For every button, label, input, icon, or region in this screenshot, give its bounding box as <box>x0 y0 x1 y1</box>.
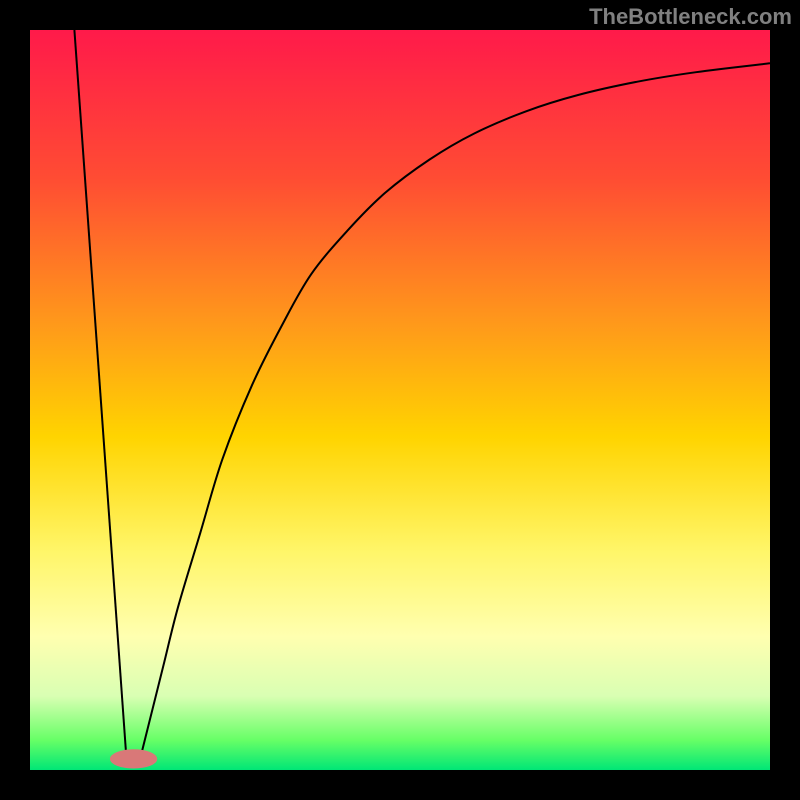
chart-svg <box>30 30 770 770</box>
watermark-text: TheBottleneck.com <box>589 4 792 30</box>
minimum-marker <box>110 749 157 768</box>
chart-frame: TheBottleneck.com <box>0 0 800 800</box>
gradient-background <box>30 30 770 770</box>
chart-plot-area <box>30 30 770 770</box>
